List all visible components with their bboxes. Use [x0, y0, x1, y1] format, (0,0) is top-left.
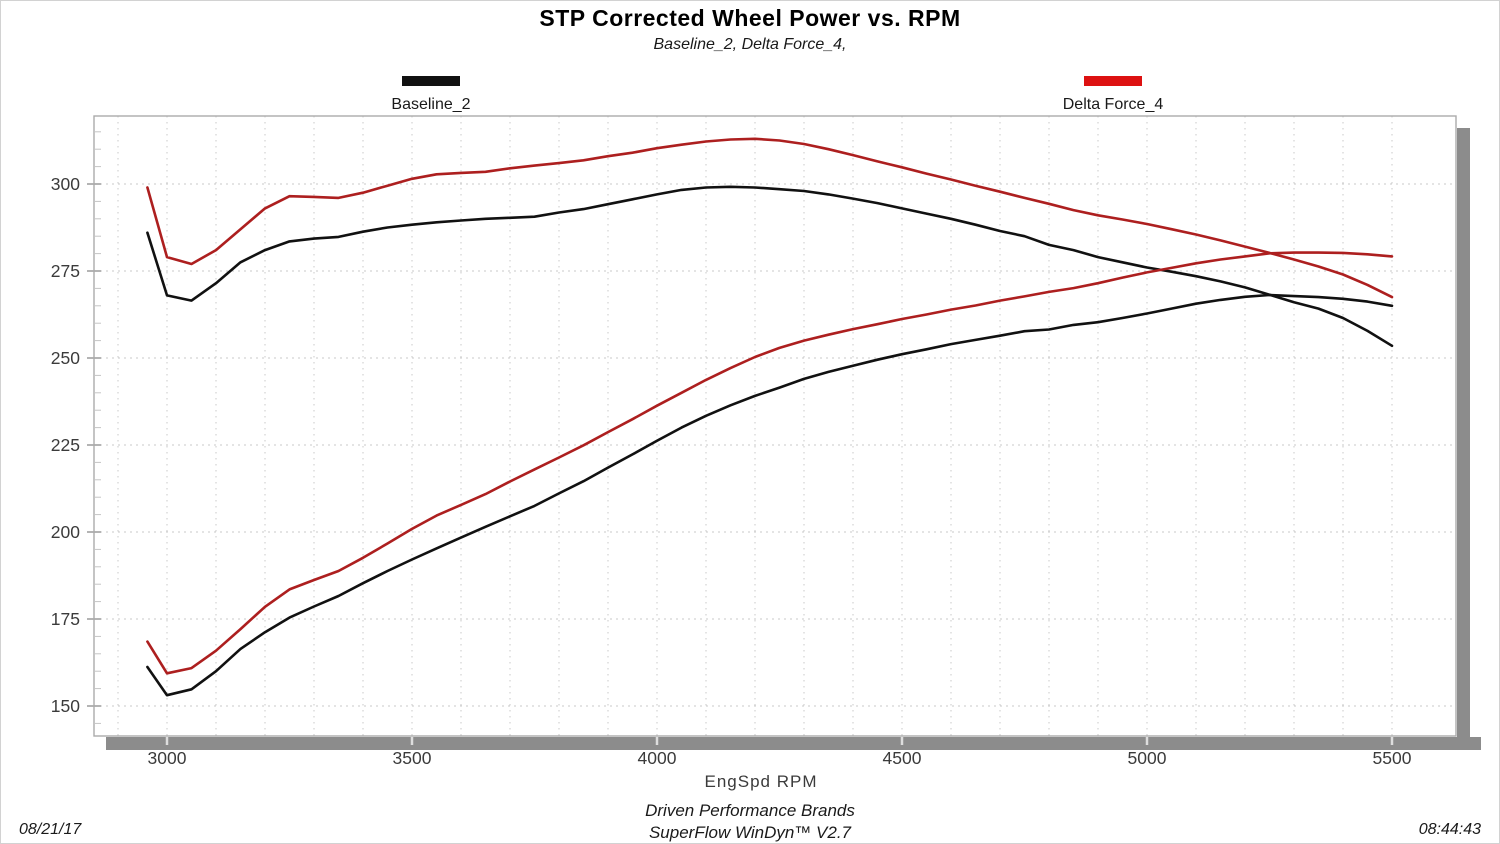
- legend-label-delta-force: Delta Force_4: [1062, 96, 1164, 113]
- x-tick-label: 5000: [1128, 748, 1167, 768]
- curve-delta-force-4-upper-curve-: [146, 137, 1394, 299]
- curve-baseline-2-lower-curve-: [146, 293, 1394, 697]
- y-tick-label: 200: [51, 522, 80, 542]
- page-subtitle: Baseline_2, Delta Force_4,: [653, 36, 847, 53]
- x-tick-label: 4000: [638, 748, 677, 768]
- y-tick-label: 250: [51, 348, 80, 368]
- x-tick-label: 3500: [393, 748, 432, 768]
- legend-item-delta-force: Delta Force_4: [1033, 73, 1193, 114]
- report-time: 08:44:43: [1418, 821, 1481, 838]
- delta-force-color-swatch: [1084, 76, 1142, 86]
- curve-baseline-2-upper-curve-: [146, 185, 1394, 348]
- x-axis-label: EngSpd RPM: [704, 772, 818, 791]
- legend-item-baseline: Baseline_2: [351, 73, 511, 114]
- y-tick-label: 225: [51, 435, 80, 455]
- x-tick-label: 3000: [148, 748, 187, 768]
- x-tick-label: 5500: [1373, 748, 1412, 768]
- footer-software-line: SuperFlow WinDyn™ V2.7: [648, 823, 852, 842]
- chart-shadow-bottom: [106, 737, 1481, 750]
- legend-label-baseline: Baseline_2: [391, 96, 471, 113]
- y-tick-label: 150: [51, 696, 80, 716]
- y-tick-label: 175: [51, 609, 80, 629]
- y-tick-label: 275: [51, 261, 80, 281]
- chart-shadow-right: [1457, 128, 1470, 750]
- x-tick-label: 4500: [883, 748, 922, 768]
- report-date: 08/21/17: [19, 821, 82, 838]
- footer-company-line: Driven Performance Brands: [645, 801, 855, 820]
- curve-delta-force-4-lower-curve-: [146, 251, 1394, 675]
- y-tick-label: 300: [51, 174, 80, 194]
- baseline-color-swatch: [402, 76, 460, 86]
- page-title: STP Corrected Wheel Power vs. RPM: [539, 5, 961, 31]
